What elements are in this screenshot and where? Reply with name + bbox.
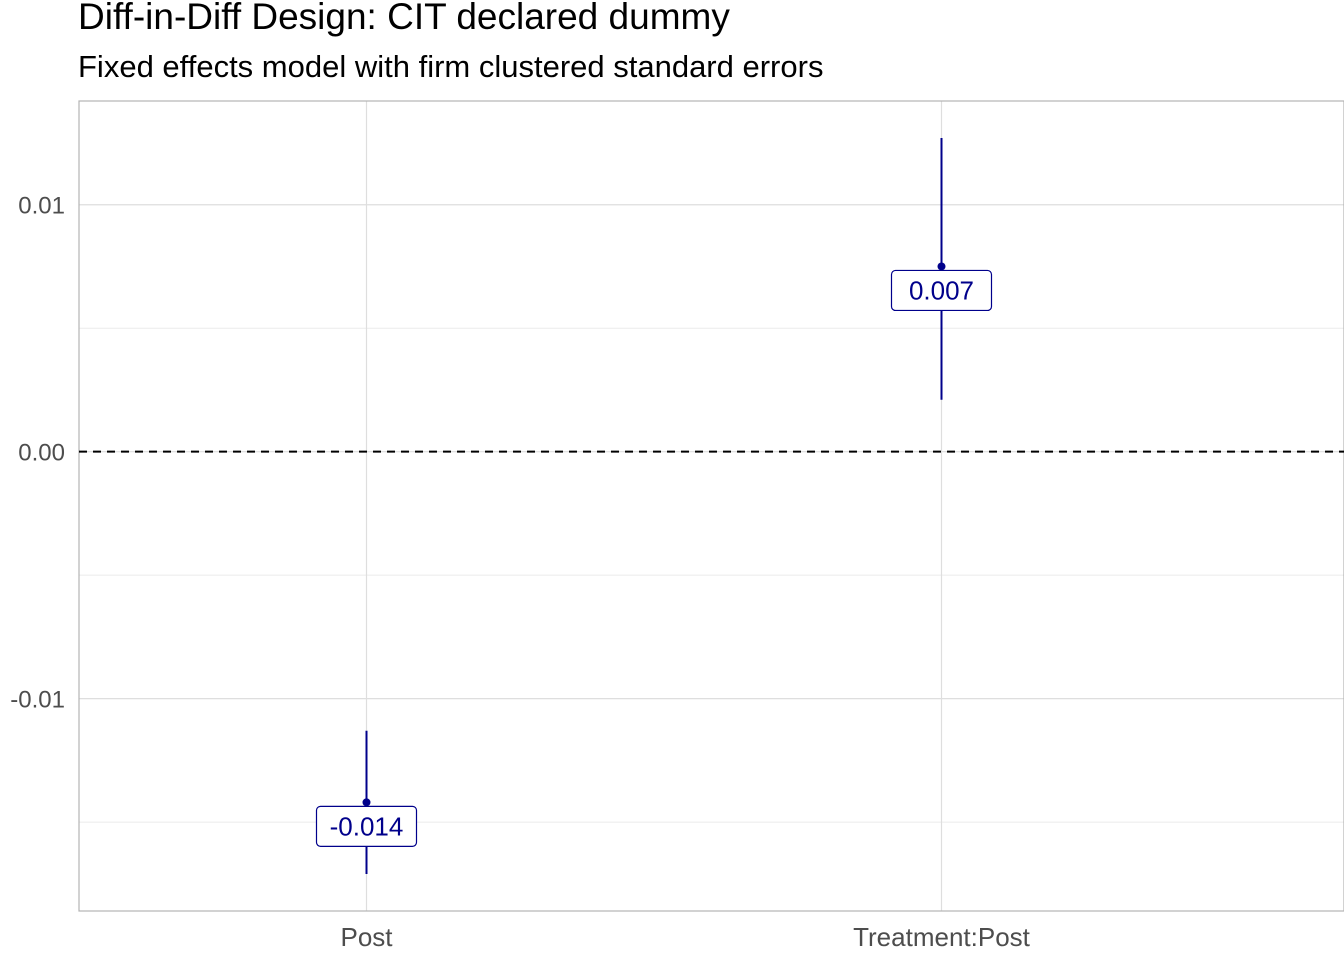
- value-label: -0.014: [330, 811, 404, 841]
- value-label-box: [315, 805, 418, 847]
- x-axis-tick-labels: Post Treatment:Post: [340, 922, 1030, 952]
- panel-border: [78, 100, 1344, 912]
- coefficient-marks: -0.014 0.007: [315, 138, 993, 874]
- chart-subtitle: Fixed effects model with firm clustered …: [78, 49, 824, 84]
- point-estimate: [362, 798, 371, 807]
- value-label: 0.007: [909, 275, 974, 305]
- x-tick-label: Post: [340, 922, 393, 952]
- y-tick-label: 0.00: [18, 440, 65, 467]
- x-tick-label: Treatment:Post: [853, 922, 1031, 952]
- point-estimate: [937, 262, 946, 271]
- value-label-box: [890, 269, 993, 312]
- y-tick-label: -0.01: [10, 687, 65, 714]
- y-tick-label: 0.01: [18, 193, 65, 220]
- major-gridlines: [79, 101, 1344, 911]
- minor-gridlines: [79, 327, 1344, 823]
- chart-title: Diff-in-Diff Design: CIT declared dummy: [78, 0, 730, 37]
- y-axis-tick-labels: -0.01 0.00 0.01: [10, 193, 65, 714]
